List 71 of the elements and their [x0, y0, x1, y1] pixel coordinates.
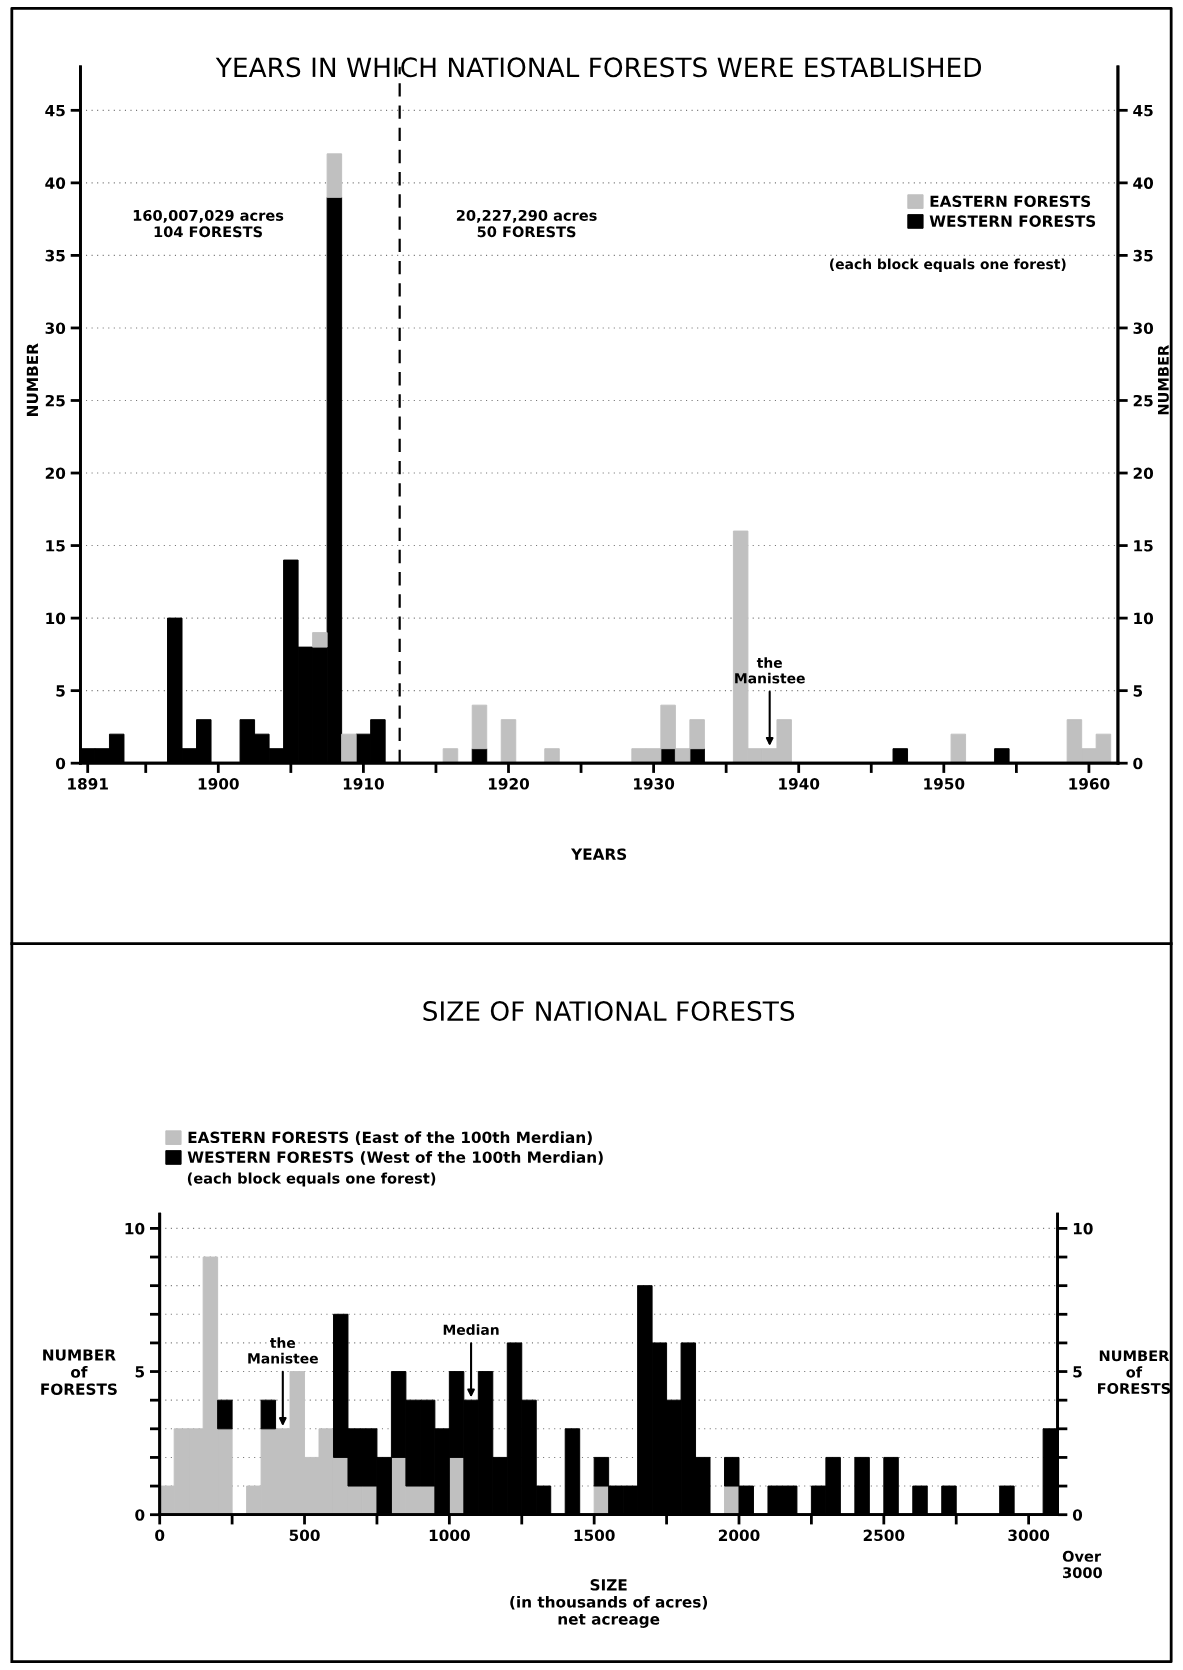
y-tick-label: 10	[46, 612, 66, 625]
y2-tick-label: 20	[1133, 467, 1154, 480]
y-tick-label: 5	[135, 1366, 145, 1378]
y-tick-label: 0	[55, 757, 66, 770]
y-tick-label: 40	[45, 177, 66, 189]
y-tick-label: 45	[45, 104, 65, 117]
x-tick-label: 1920	[488, 778, 530, 790]
y2-axis-title: NUMBER of FORESTS	[1098, 1350, 1171, 1394]
x-tick-label: 1960	[1069, 778, 1110, 790]
y-tick-label: 20	[45, 467, 66, 480]
y-tick-label: 5	[56, 685, 65, 697]
y2-tick-label: 5	[1073, 1366, 1082, 1378]
y-tick-label: 15	[46, 540, 65, 552]
bar	[341, 733, 357, 764]
x-axis-title: SIZE (in thousands of acres) net acreage	[510, 1579, 708, 1628]
text: Over 3000	[1062, 1550, 1102, 1579]
x-tick-label: 1891	[68, 778, 108, 790]
y-axis-title: NUMBER	[26, 343, 39, 416]
x-tick-label: 3000	[1008, 1529, 1050, 1542]
y2-tick-label: 0	[1072, 1509, 1083, 1521]
x-tick-label: 1910	[343, 778, 384, 790]
annotation: 160,007,029 acres 104 FORESTS	[133, 209, 284, 238]
y2-tick-label: 0	[1133, 757, 1143, 770]
y2-tick-label: 40	[1133, 177, 1154, 189]
y2-tick-label: 15	[1134, 540, 1153, 552]
y2-tick-label: 10	[1073, 1222, 1093, 1235]
x-tick-label: 500	[289, 1529, 320, 1542]
x-tick-label: 1900	[198, 778, 239, 790]
legend-label: EASTERN FORESTS	[930, 195, 1091, 208]
x-tick-label: 2000	[718, 1529, 760, 1542]
y2-tick-label: 35	[1133, 249, 1153, 262]
bar	[500, 719, 517, 764]
bar	[442, 748, 459, 764]
bar	[471, 704, 488, 750]
y2-tick-label: 45	[1133, 104, 1153, 117]
y-tick-label: 10	[125, 1222, 145, 1235]
y-axis-title: NUMBER of FORESTS	[41, 1349, 117, 1395]
y-tick-label: 30	[45, 322, 66, 334]
y-tick-label: 0	[135, 1509, 145, 1521]
annotation: (each block equals one forest)	[830, 258, 1066, 272]
y2-tick-label: 5	[1133, 685, 1143, 697]
y-tick-label: 35	[45, 249, 65, 262]
x-tick-label: 1940	[779, 778, 820, 790]
y2-tick-label: 30	[1133, 322, 1154, 334]
annotation: 20,227,290 acres 50 FORESTS	[456, 209, 597, 238]
y2-tick-label: 25	[1133, 394, 1153, 407]
bar	[260, 1399, 277, 1430]
x-tick-label: 1500	[574, 1529, 615, 1542]
y2-tick-label: 10	[1134, 612, 1154, 625]
annotation: the Manistee	[735, 657, 805, 684]
legend-label: EASTERN FORESTS (East of the 100th Merdian)	[188, 1131, 592, 1145]
legend-label: WESTERN FORESTS	[929, 215, 1096, 227]
annotation: the Manistee	[248, 1337, 318, 1364]
chart-title: SIZE OF NATIONAL FORESTS	[423, 1001, 795, 1022]
x-tick-label: 1000	[429, 1529, 470, 1542]
chart-title: YEARS IN WHICH NATIONAL FORESTS WERE ESTABLISHED	[215, 57, 981, 78]
x-axis-title: YEARS	[570, 848, 627, 860]
bar	[950, 733, 967, 764]
annotation: Median	[443, 1324, 499, 1335]
bar	[544, 748, 560, 764]
x-tick-label: 2500	[863, 1529, 905, 1542]
x-tick-label: 1950	[924, 778, 965, 790]
y-tick-label: 25	[45, 394, 65, 407]
bar	[217, 1399, 233, 1430]
bar	[326, 153, 343, 198]
x-tick-label: 0	[155, 1529, 165, 1542]
y2-axis-title: NUMBER	[1158, 345, 1169, 415]
x-tick-label: 1930	[634, 778, 675, 790]
bar	[312, 632, 328, 648]
legend-label: WESTERN FORESTS (West of the 100th Merdian)	[187, 1151, 603, 1165]
text: (each block equals one forest)	[187, 1172, 436, 1187]
